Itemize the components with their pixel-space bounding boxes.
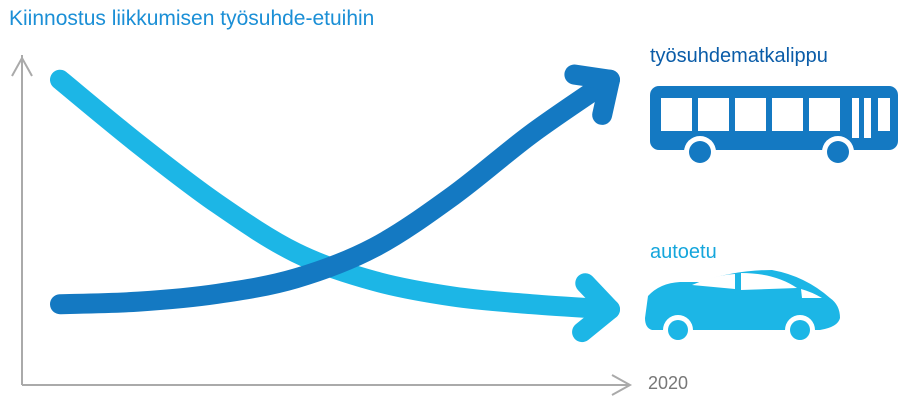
series-layer (50, 64, 620, 343)
axes (11, 55, 633, 396)
series-label-tyosuhdematkalippu: työsuhdematkalippu (650, 45, 828, 67)
bus-icon (650, 86, 898, 168)
series-label-autoetu: autoetu (650, 241, 717, 263)
y-axis-arrow (11, 55, 33, 77)
series-line (50, 69, 620, 315)
x-axis-arrow (611, 374, 633, 396)
x-axis-end-label: 2020 (648, 373, 689, 393)
chart-title: Kiinnostus liikkumisen työsuhde-etuihin (9, 7, 375, 30)
series-arrowhead (564, 64, 620, 125)
series-arrowhead (572, 273, 620, 343)
series-tyosuhdematkalippu (50, 64, 620, 315)
car-icon (645, 270, 840, 345)
